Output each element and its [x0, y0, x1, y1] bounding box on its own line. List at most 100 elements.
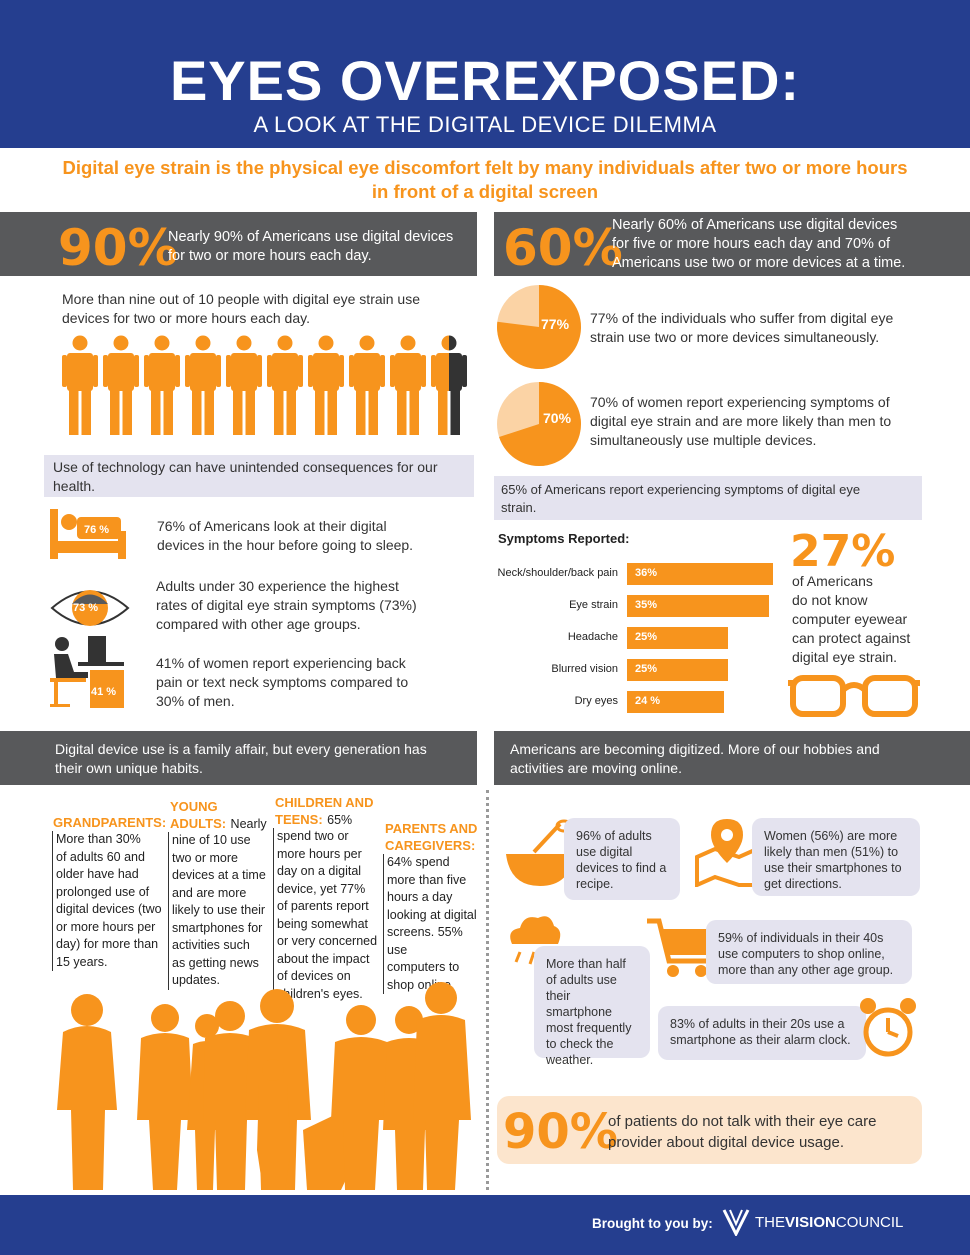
pie-70-text: 70% of women report experiencing symptom…: [590, 393, 960, 450]
footer-brought-by: Brought to you by:: [592, 1216, 713, 1231]
footer: [0, 1195, 970, 1255]
text-line: of adults 60 and: [56, 849, 145, 864]
text-line: more hours per: [277, 846, 362, 861]
text-line: their smartphone: [546, 989, 613, 1019]
sixtyfive-box: 65% of Americans report experiencing sym…: [494, 476, 922, 520]
bed-icon: [50, 509, 126, 559]
text-line: of parents report: [277, 899, 369, 913]
text-line: Adults under 30 experience the highest: [156, 578, 399, 594]
pie-slice-value: [499, 382, 581, 466]
pie-77-text: 77% of the individuals who suffer from d…: [590, 309, 960, 347]
text-line: more than any other age group.: [718, 963, 894, 977]
text-line: compared with other age groups.: [156, 616, 361, 632]
text-line: their own unique habits.: [55, 760, 203, 776]
person-icon: [308, 335, 344, 435]
text-line: 65% of Americans report experiencing sym…: [501, 482, 861, 497]
text-line: weather.: [546, 1053, 594, 1067]
stat-bar-90: [0, 212, 477, 276]
person-icon: [103, 335, 139, 435]
text-line: Women (56%) are more: [764, 829, 898, 843]
text-line: devices for two or more hours each day.: [62, 310, 310, 326]
text-line: hours a day: [387, 890, 453, 904]
bed-value: 76 %: [84, 524, 110, 536]
eyewear-text: of Americans do not know computer eyewea…: [792, 572, 962, 667]
text-line: pain or text neck symptoms compared to: [156, 674, 409, 690]
text-line: 64% spend: [387, 855, 450, 869]
bar-category-label: Headache: [567, 631, 618, 643]
intro-text: Digital eye strain is the physical eye d…: [50, 156, 920, 204]
text-line: 70% of women report experiencing symptom…: [590, 394, 890, 410]
text-line: 59% of individuals in their 40s: [718, 931, 884, 945]
grandparents-heading: GRANDPARENTS:: [53, 815, 167, 830]
footer-brand: THEVISIONCOUNCIL: [755, 1214, 903, 1231]
family-bar-text: Digital device use is a family affair, b…: [55, 740, 470, 778]
text-line: likely than men (51%) to: [764, 845, 899, 859]
text-line: 30% of men.: [156, 693, 235, 709]
text-line: computers to: [387, 960, 460, 974]
text-line: Americans are becoming digitized. More o…: [510, 741, 880, 757]
text-line: screens. 55% use: [387, 925, 463, 957]
young-text: nine of 10 use two or more devices at a ti…: [168, 832, 270, 990]
alarm-box: 83% of adults in their 20s use a smartpho…: [658, 1006, 866, 1060]
text-line: 41% of women report experiencing back: [156, 655, 406, 671]
text-line: health.: [53, 478, 96, 494]
text-line: or more hours per: [56, 919, 156, 934]
person-icon: [349, 335, 385, 435]
text-line: 96% of adults: [576, 829, 652, 843]
children-heading-2: TEENS:: [275, 812, 323, 827]
text-line: of adults use: [546, 973, 617, 987]
stat-bar-60: [494, 212, 970, 276]
text-line: can protect against: [792, 630, 911, 646]
page-title: EYES OVEREXPOSED:: [169, 49, 801, 112]
glasses-icon: [788, 675, 920, 717]
bar: [627, 563, 773, 585]
text-line: of Americans: [792, 573, 873, 589]
alarm-clock-icon: [860, 998, 916, 1057]
desk-text: 41% of women report experiencing back pa…: [156, 654, 456, 711]
recipe-box: 96% of adults use digital devices to find …: [564, 818, 680, 900]
text-line: of patients do not talk with their eye c…: [608, 1113, 877, 1130]
shopping-box: 59% of individuals in their 40s use compu…: [706, 920, 912, 984]
pie-70: [497, 382, 581, 466]
intro-line: Digital eye strain is the physical eye d…: [62, 157, 908, 178]
text-line: as getting news: [172, 955, 259, 970]
page-subtitle: A LOOK AT THE DIGITAL DEVICE DILEMMA: [253, 112, 717, 137]
parents-text: 64% spend more than five hours a day lookin…: [383, 854, 483, 994]
children-text: spend two or more hours per day on a digit…: [273, 828, 381, 1003]
young-heading-2: ADULTS:: [170, 816, 227, 831]
children-heading-row: TEENS: 65%: [275, 811, 352, 830]
big-stat-90: 90%: [58, 219, 178, 277]
text-line: rates of digital eye strain symptoms (73…: [156, 597, 417, 613]
text-line: spend two or: [277, 829, 349, 843]
person-icon: [431, 335, 467, 435]
bar-value-label: 36%: [635, 567, 658, 579]
text-line: being somewhat: [277, 916, 369, 931]
young-heading-1: YOUNG: [170, 799, 218, 814]
desk-value: 41 %: [91, 686, 117, 698]
big-stat-60: 60%: [503, 219, 623, 277]
bar: [627, 595, 769, 617]
person-icon: [185, 335, 221, 435]
young-heading-row: ADULTS: Nearly: [170, 815, 267, 834]
text-line: and are more: [172, 885, 247, 900]
bar-category-label: Dry eyes: [574, 695, 618, 707]
bar: [627, 659, 729, 681]
young-first: Nearly: [230, 817, 267, 831]
text-line: for five or more hours each day and 70% …: [612, 236, 891, 252]
bar: [627, 691, 725, 713]
pie-slice-value: [497, 285, 581, 369]
text-line: day) for more than: [56, 937, 159, 951]
pie-77: [497, 285, 581, 369]
text-line: Digital device use is a family affair, b…: [55, 741, 427, 757]
text-line: computer eyewear: [792, 611, 908, 627]
text-line: devices in the hour before going to slee…: [157, 537, 414, 553]
bar-value-label: 25%: [635, 631, 658, 643]
text-line: recipe.: [576, 877, 614, 891]
family-bar: [0, 731, 477, 785]
grandparents-text: More than 30% of adults 60 and older have …: [52, 831, 164, 971]
text-line: strain use two or more devices simultane…: [590, 329, 880, 345]
text-line: activities are moving online.: [510, 760, 682, 776]
pie-77-label: 77%: [541, 316, 570, 332]
text-line: children's eyes.: [277, 986, 363, 1001]
stat-90-text: Nearly 90% of Americans use digital devi…: [168, 228, 468, 266]
